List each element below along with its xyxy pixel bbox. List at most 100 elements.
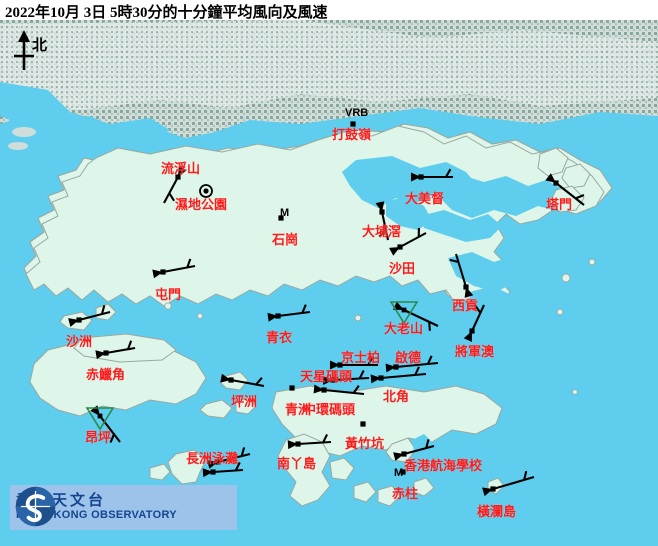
barb-flag-half	[474, 304, 482, 314]
station-label-cheung-chau-beach: 長洲泳灘	[186, 451, 239, 466]
north-label: 北	[32, 38, 48, 54]
station-tates-cairn[interactable]	[389, 301, 439, 331]
station-chek-lap-kok[interactable]	[95, 340, 136, 360]
station-dot-icon	[378, 375, 384, 381]
hko-name-en: HONG KONG OBSERVATORY	[16, 509, 177, 521]
barb-shaft	[217, 452, 251, 464]
barb-flag-half	[301, 304, 307, 314]
barb-arrowhead	[207, 460, 218, 469]
map-canvas[interactable]: 北 打鼓嶺 流浮山 濕地公園 石崗 塔門 大美督 大埔滘 沙田 西貢 將軍澳 大老山 屯門 沙洲 赤鱲角青…	[0, 20, 658, 546]
hko-logo[interactable]: 香港天文台 HONG KONG OBSERVATORY	[10, 485, 237, 530]
page-title: 2022年10月 3日 5時30分的十分鐘平均風向及風速	[5, 5, 328, 21]
station-dot-icon	[350, 121, 356, 127]
station-dot-icon	[401, 307, 407, 313]
station-label-stanley: 赤柱	[392, 486, 419, 501]
station-cheung-chau[interactable]	[202, 461, 244, 478]
barb-shaft	[162, 264, 196, 274]
barb-shaft	[332, 376, 370, 382]
station-dot-icon	[490, 486, 496, 492]
station-label-sha-tin: 沙田	[389, 261, 416, 276]
station-sai-kung[interactable]	[449, 253, 474, 298]
barb-arrowhead	[95, 350, 106, 360]
station-dot-icon	[553, 180, 559, 186]
station-tai-mei-tuk[interactable]	[410, 168, 453, 182]
station-label-tsing-yi: 青衣	[266, 330, 293, 345]
barb-flag-half	[367, 356, 374, 366]
station-waglan-island[interactable]	[482, 470, 535, 497]
station-dot-icon	[330, 377, 336, 383]
mirs-bay-inlet	[432, 174, 578, 218]
barb-shaft	[99, 415, 121, 443]
barb-arrowhead	[178, 166, 187, 177]
barb-shaft	[399, 232, 427, 248]
station-dot-icon	[210, 469, 216, 475]
station-dot-icon	[469, 328, 475, 334]
barb-shaft	[323, 388, 365, 396]
barb-flag-half	[240, 447, 246, 457]
map-geography	[0, 20, 658, 546]
station-wong-chuk-hang[interactable]	[360, 421, 366, 427]
station-tuen-mun[interactable]	[152, 258, 196, 279]
station-tsing-yi[interactable]	[267, 304, 311, 322]
south-islet-2	[377, 485, 401, 507]
barb-arrowhead	[322, 376, 333, 386]
station-dot-icon	[278, 215, 284, 221]
station-star-ferry[interactable]	[322, 370, 370, 386]
station-kai-tak[interactable]	[385, 355, 439, 373]
station-tap-mun[interactable]	[545, 173, 585, 206]
station-hk-sea-school[interactable]	[393, 439, 435, 461]
station-shek-kong[interactable]	[278, 215, 284, 221]
station-dot-icon	[215, 459, 221, 465]
station-green-island[interactable]	[289, 385, 295, 391]
station-label-wong-chuk-hang: 黃竹坑	[345, 436, 385, 451]
station-peng-chau[interactable]	[220, 373, 265, 388]
barb-shaft	[230, 378, 265, 388]
station-ngong-ping[interactable]	[85, 405, 121, 443]
station-lau-fau-shan[interactable]	[163, 166, 187, 204]
station-kings-park[interactable]	[329, 356, 378, 370]
station-central-pier[interactable]	[313, 384, 365, 396]
station-label-lau-fau-shan: 流浮山	[161, 161, 201, 176]
station-sha-chau[interactable]	[68, 305, 111, 327]
barb-shaft	[471, 304, 485, 332]
station-wetland-park[interactable]	[199, 184, 213, 198]
station-dot-icon	[175, 174, 181, 180]
station-cheung-chau-beach[interactable]	[207, 447, 251, 469]
station-tseung-kwan-o[interactable]	[463, 304, 485, 342]
barb-arrowhead	[220, 373, 231, 383]
station-north-point[interactable]	[370, 366, 427, 384]
barb-arrowhead	[375, 201, 385, 212]
station-label-tai-mei-tuk: 大美督	[405, 191, 445, 206]
barb-arrowhead	[389, 247, 400, 256]
station-label-central-pier: 中環碼頭	[303, 402, 356, 417]
station-tai-po-kau[interactable]	[375, 201, 390, 241]
barb-flag-half	[445, 168, 452, 178]
barb-flag-half	[352, 385, 360, 394]
station-label-peng-chau: 坪洲	[231, 394, 258, 409]
stanley-missing-code: M	[394, 467, 404, 479]
station-dot-icon	[360, 421, 366, 427]
station-label-hk-sea-school: 香港航海學校	[404, 458, 483, 473]
barb-arrowhead	[385, 363, 396, 373]
barb-arrowhead	[393, 452, 404, 461]
station-ta-kwu-ling[interactable]	[350, 121, 356, 127]
hei-ling-chau	[199, 399, 233, 419]
station-label-sai-kung: 西貢	[452, 298, 479, 313]
islet-sunshine	[235, 397, 257, 415]
barb-shaft	[277, 310, 311, 318]
station-dot-icon	[76, 317, 82, 323]
barb-flag-half	[358, 370, 365, 379]
station-label-star-ferry: 天星碼頭	[300, 369, 353, 384]
station-dot-icon	[337, 362, 343, 368]
station-stanley[interactable]	[400, 469, 406, 475]
ta-kwu-ling-variable-code: VRB	[345, 107, 369, 119]
barb-arrowhead	[68, 318, 79, 327]
station-label-tates-cairn: 大老山	[384, 321, 424, 336]
station-lamma-island[interactable]	[287, 433, 332, 450]
barb-flag-half	[426, 355, 433, 365]
barb-shaft	[403, 444, 435, 456]
station-triangle-icon	[85, 407, 115, 431]
tolo-channel	[386, 196, 432, 230]
hko-logo-icon	[15, 486, 56, 527]
station-sha-tin[interactable]	[389, 227, 427, 256]
